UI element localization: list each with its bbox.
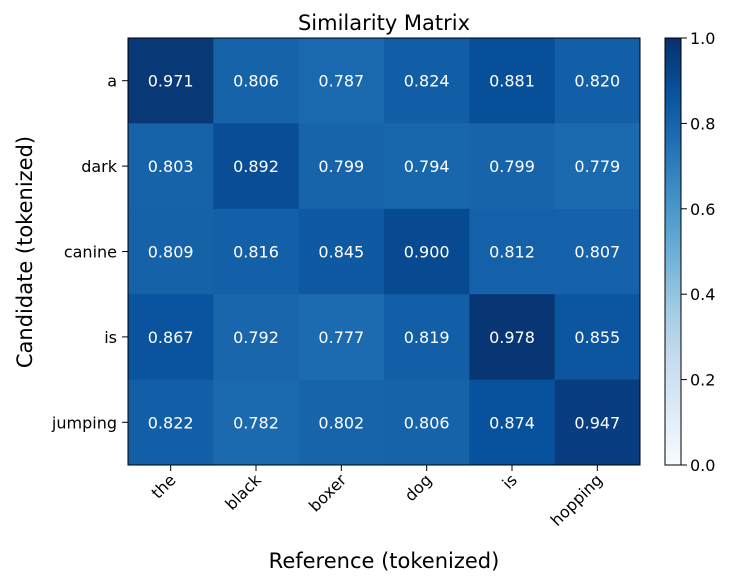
y-tick-label: a <box>107 72 117 91</box>
heatmap-value-labels: 0.971 0.806 0.787 0.824 0.881 0.820 0.803 0.892… <box>148 72 620 433</box>
colorbar-tick-label: 0.6 <box>690 200 715 219</box>
heatmap-cell <box>554 294 641 381</box>
y-tick-label: canine <box>64 243 117 262</box>
heatmap-cell <box>469 208 556 295</box>
heatmap-cell <box>469 123 556 210</box>
colorbar-tick-label: 1.0 <box>690 29 715 48</box>
heatmap-cell <box>554 208 641 295</box>
cell-value-label: 0.978 <box>489 328 535 347</box>
heatmap-cell <box>128 38 214 124</box>
cell-value-label: 0.819 <box>404 328 450 347</box>
heatmap-cell <box>298 379 385 466</box>
heatmap-cell <box>469 379 556 466</box>
heatmap-cell <box>128 379 214 466</box>
heatmap-cell <box>554 379 641 466</box>
cell-value-label: 0.807 <box>574 243 620 262</box>
heatmap-cell <box>128 208 214 295</box>
x-tick-label: dog <box>401 470 436 505</box>
heatmap-cell <box>384 123 470 210</box>
x-tick-label: the <box>147 470 179 502</box>
y-tick-label: is <box>104 328 117 347</box>
colorbar-tick-label: 0.4 <box>690 285 715 304</box>
x-tick-label: hopping <box>547 470 606 529</box>
y-tick-label: dark <box>81 157 118 176</box>
heatmap-cell <box>298 208 385 295</box>
y-axis-label: Candidate (tokenized) <box>13 136 37 368</box>
cell-value-label: 0.947 <box>574 413 620 432</box>
cell-value-label: 0.782 <box>233 413 279 432</box>
heatmap-cell <box>384 294 470 381</box>
cell-value-label: 0.820 <box>574 72 620 91</box>
cell-value-label: 0.799 <box>318 157 364 176</box>
colorbar-tick-label: 0.2 <box>690 371 715 390</box>
x-axis-ticks: the black boxer dog is hopping <box>147 465 606 530</box>
colorbar-ticks: 0.0 0.2 0.4 0.6 0.8 1.0 <box>681 29 715 475</box>
heatmap-cell <box>554 123 641 210</box>
cell-value-label: 0.794 <box>404 157 450 176</box>
cell-value-label: 0.867 <box>148 328 194 347</box>
cell-value-label: 0.881 <box>489 72 535 91</box>
cell-value-label: 0.809 <box>148 243 194 262</box>
cell-value-label: 0.799 <box>489 157 535 176</box>
cell-value-label: 0.900 <box>404 243 450 262</box>
heatmap-cell <box>298 294 385 381</box>
heatmap-cell <box>384 38 470 124</box>
cell-value-label: 0.816 <box>233 243 279 262</box>
cell-value-label: 0.802 <box>318 413 364 432</box>
cell-value-label: 0.892 <box>233 157 279 176</box>
cell-value-label: 0.792 <box>233 328 279 347</box>
colorbar <box>664 37 682 466</box>
heatmap-cell <box>213 123 300 210</box>
heatmap-cell <box>384 379 470 466</box>
x-tick-label: boxer <box>305 470 350 515</box>
cell-value-label: 0.806 <box>233 72 279 91</box>
heatmap-cell <box>298 123 385 210</box>
heatmap-cell <box>213 379 300 466</box>
heatmap-cell <box>384 208 470 295</box>
chart-title: Similarity Matrix <box>298 11 470 35</box>
heatmap-cell <box>298 38 385 124</box>
heatmap-cell <box>213 208 300 295</box>
colorbar-tick-label: 0.0 <box>690 456 715 475</box>
cell-value-label: 0.822 <box>148 413 194 432</box>
cell-value-label: 0.787 <box>318 72 364 91</box>
cell-value-label: 0.812 <box>489 243 535 262</box>
heatmap-cell <box>213 294 300 381</box>
heatmap-cell <box>469 294 556 381</box>
heatmap-cell <box>128 294 214 381</box>
colorbar-tick-label: 0.8 <box>690 114 715 133</box>
x-tick-label: black <box>221 470 265 514</box>
cell-value-label: 0.779 <box>574 157 620 176</box>
cell-value-label: 0.874 <box>489 413 535 432</box>
heatmap-cell <box>554 38 641 124</box>
cell-value-label: 0.971 <box>148 72 194 91</box>
cell-value-label: 0.803 <box>148 157 194 176</box>
cell-value-label: 0.777 <box>318 328 364 347</box>
x-axis-label: Reference (tokenized) <box>269 549 500 573</box>
heatmap-cells <box>128 38 641 466</box>
y-tick-label: jumping <box>51 413 117 432</box>
cell-value-label: 0.806 <box>404 413 450 432</box>
cell-value-label: 0.845 <box>318 243 364 262</box>
cell-value-label: 0.855 <box>574 328 620 347</box>
heatmap-cell <box>469 38 556 124</box>
heatmap-cell <box>213 38 300 124</box>
heatmap-cell <box>128 123 214 210</box>
x-tick-label: is <box>498 470 520 492</box>
y-axis-ticks: a dark canine is jumping <box>51 72 128 432</box>
cell-value-label: 0.824 <box>404 72 450 91</box>
